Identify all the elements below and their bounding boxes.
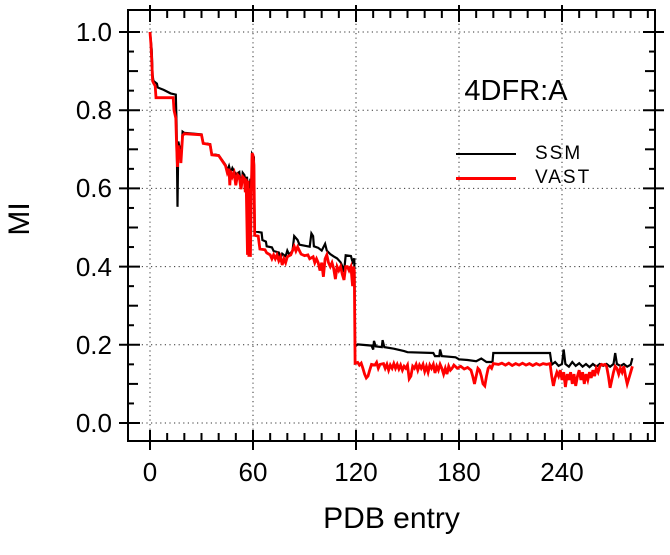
legend: SSM VAST [456, 142, 591, 190]
x-tick-label: 0 [142, 457, 158, 487]
x-tick-label: 240 [540, 457, 584, 487]
y-tick-label: 0.4 [75, 252, 112, 282]
x-tick-label: 120 [334, 457, 378, 487]
x-tick-label: 60 [238, 457, 268, 487]
legend-item-vast: VAST [456, 166, 591, 190]
vast-line-sample [456, 176, 516, 180]
x-tick-label: 180 [437, 457, 481, 487]
y-tick-label: 1.0 [75, 17, 112, 47]
y-tick-label: 0.8 [75, 95, 112, 125]
legend-label-vast: VAST [535, 167, 592, 188]
legend-label-ssm: SSM [535, 143, 583, 164]
ssm-line-sample [456, 153, 516, 155]
y-tick-label: 0.2 [75, 330, 112, 360]
y-axis-title: MI [3, 202, 36, 236]
series-vast [148, 31, 634, 390]
x-axis-title: PDB entry [323, 502, 460, 535]
chart-title: 4DFR:A [464, 75, 568, 107]
y-tick-label: 0.0 [75, 408, 112, 438]
y-tick-label: 0.6 [75, 173, 112, 203]
legend-item-ssm: SSM [456, 142, 591, 166]
